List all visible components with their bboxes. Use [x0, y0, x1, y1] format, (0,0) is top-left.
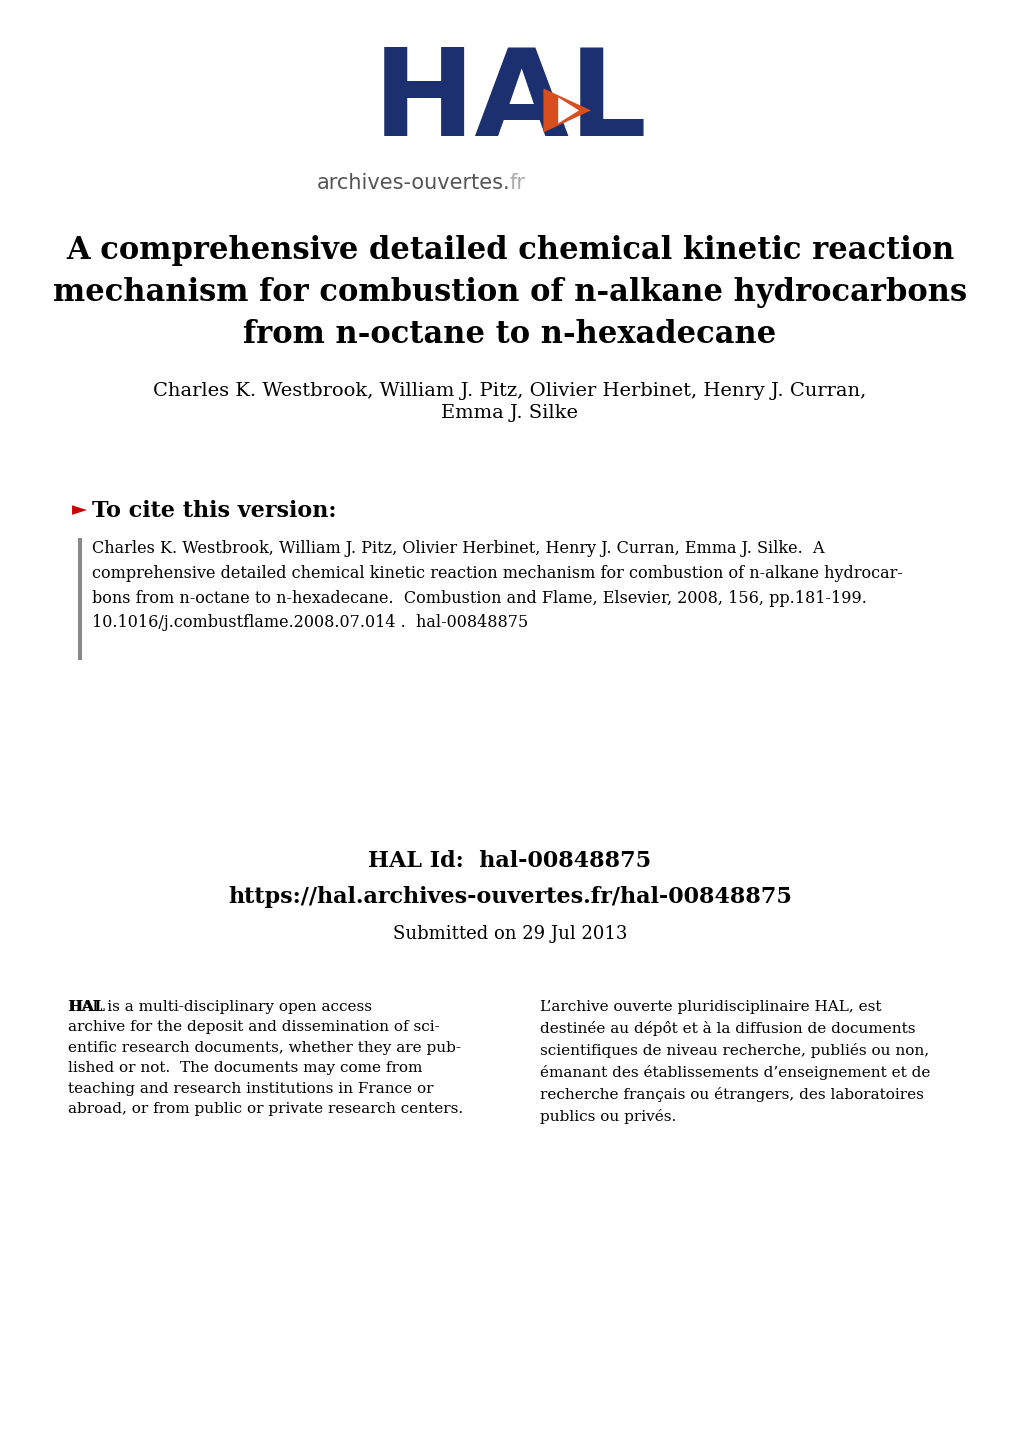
Text: Submitted on 29 Jul 2013: Submitted on 29 Jul 2013: [392, 924, 627, 943]
Text: Charles K. Westbrook, William J. Pitz, Olivier Herbinet, Henry J. Curran, Emma J: Charles K. Westbrook, William J. Pitz, O…: [92, 539, 902, 632]
Text: ►: ►: [72, 500, 87, 519]
Text: Charles K. Westbrook, William J. Pitz, Olivier Herbinet, Henry J. Curran,: Charles K. Westbrook, William J. Pitz, O…: [153, 382, 866, 399]
Text: HAL: HAL: [372, 45, 647, 162]
Text: A comprehensive detailed chemical kinetic reaction
mechanism for combustion of n: A comprehensive detailed chemical kineti…: [53, 235, 966, 349]
Polygon shape: [543, 88, 590, 133]
Text: fr: fr: [510, 173, 526, 193]
Text: HAL Id:  hal-00848875: HAL Id: hal-00848875: [368, 849, 651, 872]
Polygon shape: [557, 98, 579, 124]
Text: https://hal.archives-ouvertes.fr/hal-00848875: https://hal.archives-ouvertes.fr/hal-008…: [228, 885, 791, 908]
Text: To cite this version:: To cite this version:: [92, 500, 336, 522]
Text: Emma J. Silke: Emma J. Silke: [441, 404, 578, 423]
Text: HAL: HAL: [68, 999, 105, 1014]
Text: archives-ouvertes.: archives-ouvertes.: [316, 173, 510, 193]
Bar: [77, 538, 82, 660]
Text: L’archive ouverte pluridisciplinaire HAL, est
destinée au dépôt et à la diffu: L’archive ouverte pluridisciplinaire HAL…: [539, 999, 929, 1123]
Text: HAL is a multi-disciplinary open access
archive for the deposit and disseminatio: HAL is a multi-disciplinary open access …: [68, 999, 463, 1116]
